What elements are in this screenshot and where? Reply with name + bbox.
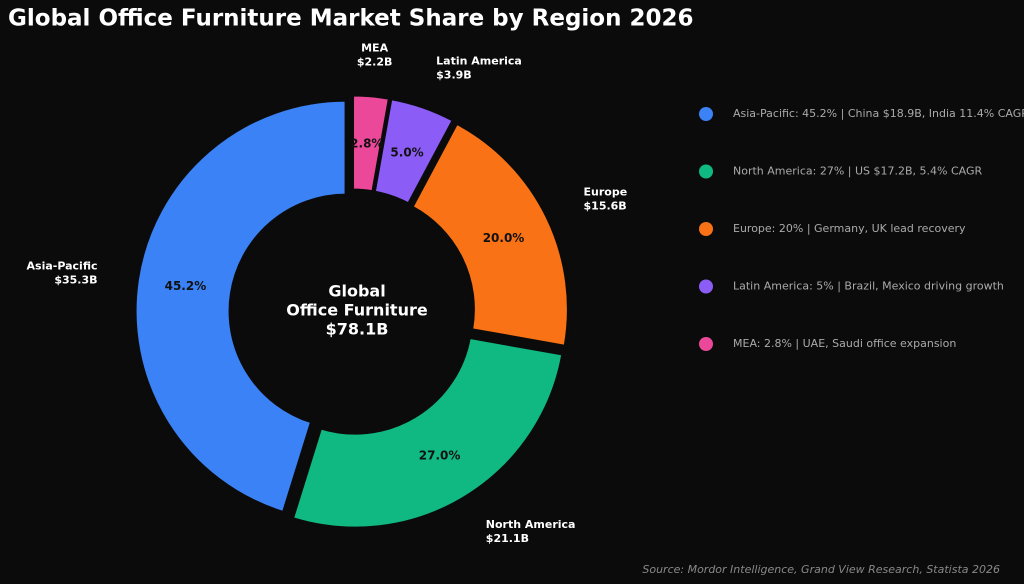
legend-marker bbox=[699, 337, 713, 351]
slice-amount: $2.2B bbox=[357, 56, 393, 69]
legend-label: Latin America: 5% | Brazil, Mexico drivi… bbox=[733, 280, 1004, 293]
center-label: Global bbox=[328, 282, 385, 301]
donut-slice bbox=[290, 335, 565, 530]
slice-amount: $21.1B bbox=[486, 532, 529, 545]
source-note: Source: Mordor Intelligence, Grand View … bbox=[642, 563, 1000, 576]
slice-name: Europe bbox=[584, 185, 628, 198]
slice-amount: $35.3B bbox=[54, 273, 97, 286]
slice-name: MEA bbox=[361, 42, 388, 55]
donut-slice bbox=[409, 121, 570, 349]
legend-label: MEA: 2.8% | UAE, Saudi office expansion bbox=[733, 337, 956, 350]
chart-title: Global Office Furniture Market Share by … bbox=[8, 6, 694, 32]
legend-label: Asia-Pacific: 45.2% | China $18.9B, Indi… bbox=[733, 107, 1024, 120]
slice-amount: $15.6B bbox=[584, 199, 627, 212]
legend-marker bbox=[699, 279, 713, 294]
legend-label: Europe: 20% | Germany, UK lead recovery bbox=[733, 222, 966, 235]
slice-name: Latin America bbox=[436, 55, 522, 68]
donut-slice bbox=[351, 93, 392, 194]
legend-marker bbox=[699, 164, 713, 179]
slice-amount: $3.9B bbox=[436, 69, 472, 82]
value-label: 5.0% bbox=[390, 145, 423, 159]
center-label: Office Furniture bbox=[286, 301, 428, 320]
legend-marker bbox=[699, 222, 713, 236]
value-label: 20.0% bbox=[483, 231, 525, 245]
legend-marker bbox=[699, 107, 713, 121]
donut-slice bbox=[133, 98, 348, 515]
slice-name: North America bbox=[486, 518, 576, 531]
value-label: 2.8% bbox=[350, 137, 383, 151]
center-label: $78.1B bbox=[326, 320, 389, 339]
value-label: 45.2% bbox=[165, 279, 207, 293]
legend-label: North America: 27% | US $17.2B, 5.4% CAG… bbox=[733, 165, 983, 178]
slice-name: Asia-Pacific bbox=[27, 259, 98, 272]
value-label: 27.0% bbox=[419, 448, 461, 462]
